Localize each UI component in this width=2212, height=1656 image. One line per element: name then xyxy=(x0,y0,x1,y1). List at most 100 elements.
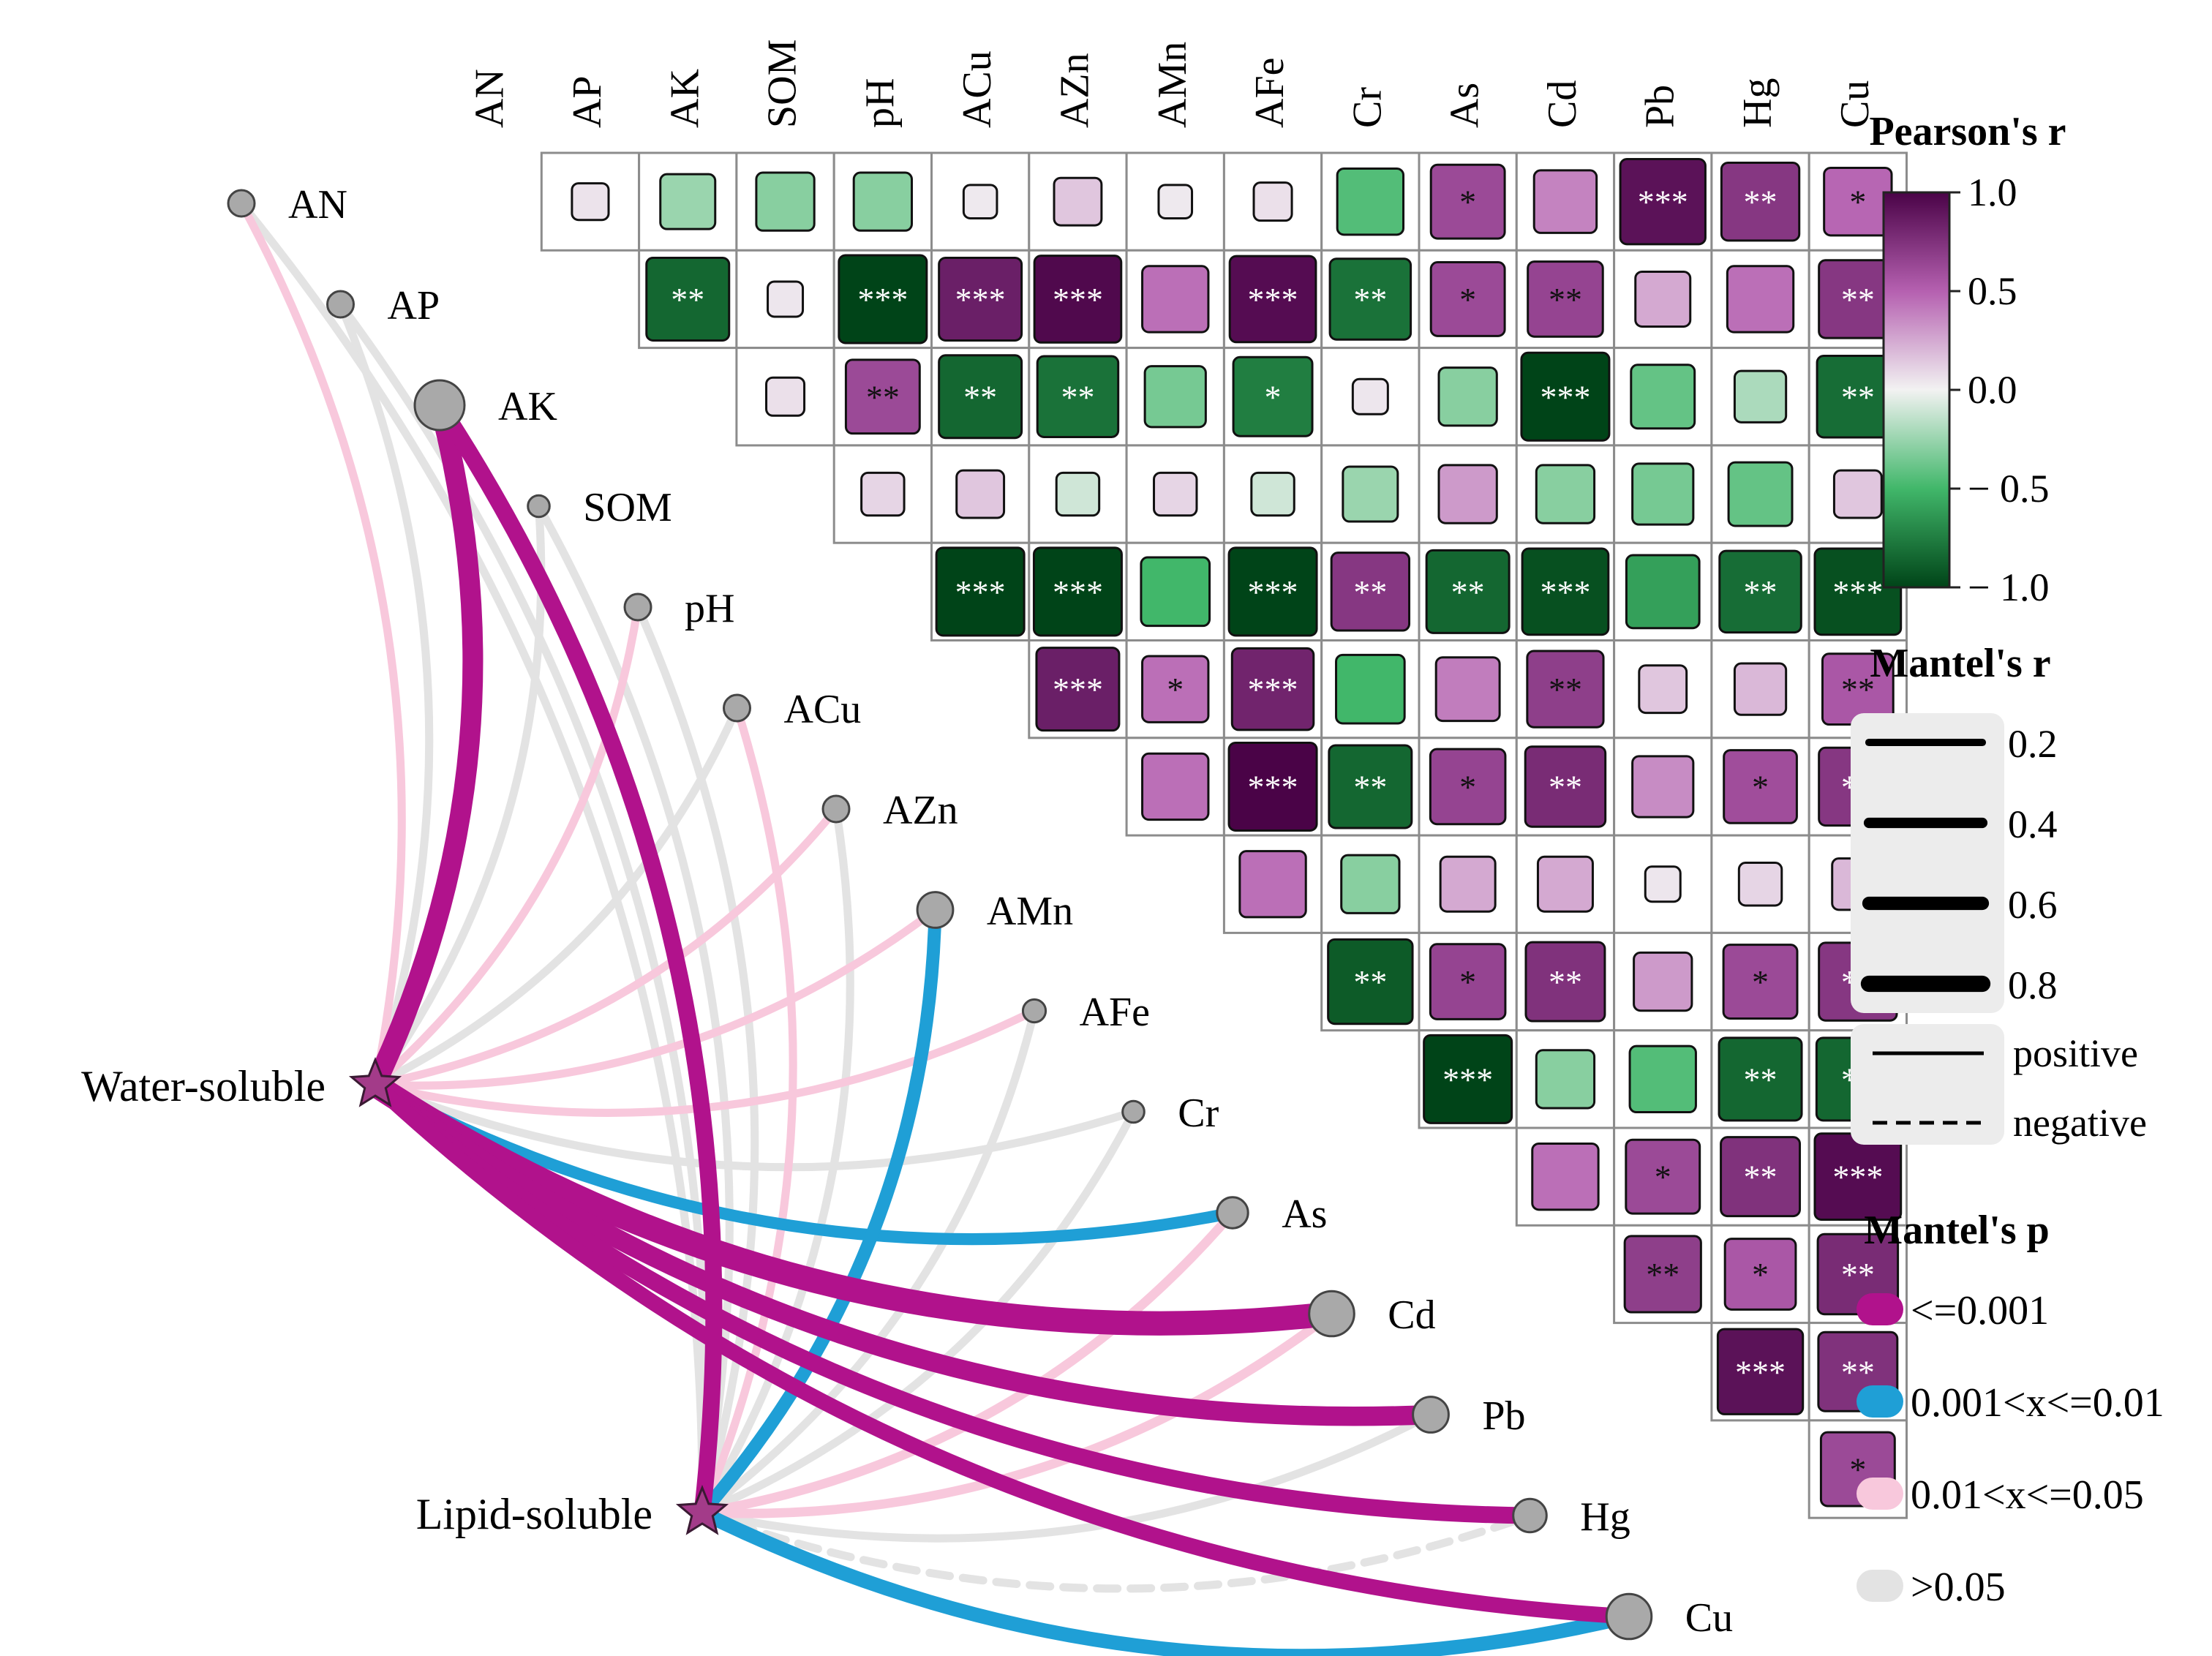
node-pb xyxy=(1412,1396,1450,1434)
corr-square-ak-azn xyxy=(1036,355,1120,438)
corr-square-som-amn xyxy=(1153,471,1198,517)
sig-mark: ** xyxy=(1061,378,1094,415)
corr-square-cr-hg xyxy=(1718,1036,1803,1122)
node-label-ap: AP xyxy=(388,283,440,328)
corr-square-azn-hg xyxy=(1723,749,1798,824)
sig-mark: * xyxy=(1849,1451,1866,1488)
corr-square-an-amn xyxy=(1157,184,1194,219)
corr-square-som-as xyxy=(1437,464,1498,524)
corr-square-ak-afe xyxy=(1232,355,1314,437)
corr-square-ap-hg xyxy=(1726,265,1795,334)
variable-nodes: AN AP AK SOM pH ACu AZn AMn AFe Cr As Cd Pb Hg Cu xyxy=(227,182,1733,1641)
mantel-r-label: 0.6 xyxy=(2008,883,2058,927)
corr-square-as-cd xyxy=(1531,1142,1600,1211)
sig-mark: ** xyxy=(866,378,900,415)
link-lipid-soluble-hg xyxy=(698,1508,1535,1593)
col-label-amn: AMn xyxy=(1150,42,1195,128)
link-lipid-soluble-azn xyxy=(698,805,854,1517)
sig-mark: ** xyxy=(1549,768,1582,805)
link-water-soluble-ph xyxy=(371,603,642,1089)
sig-mark: * xyxy=(1167,671,1184,708)
link-lipid-soluble-cd xyxy=(697,1309,1336,1518)
corr-square-ak-as xyxy=(1437,366,1498,427)
corr-square-som-pb xyxy=(1631,462,1695,526)
sig-mark: ** xyxy=(1646,1256,1679,1293)
colorbar-ticks: 1.0 0.5 0.0 − 0.5 − 1.0 xyxy=(1949,170,2049,609)
col-label-ph: pH xyxy=(857,78,903,128)
corr-square-ap-afe xyxy=(1228,255,1317,344)
mantel-p-title: Mantel's p xyxy=(1864,1208,2050,1253)
corr-square-an-ak xyxy=(659,173,717,230)
corr-square-ak-ph xyxy=(844,358,921,435)
corr-square-afe-hg xyxy=(1722,944,1799,1020)
corr-square-pb-hg xyxy=(1716,1328,1805,1415)
link-lipid-soluble-pb xyxy=(698,1410,1435,1543)
corr-square-amn-hg xyxy=(1737,862,1783,907)
mantel-p-label: <=0.001 xyxy=(1911,1288,2049,1333)
corr-square-acu-cd xyxy=(1526,650,1605,729)
corr-square-acu-hg xyxy=(1733,662,1788,716)
corr-square-acu-amn xyxy=(1141,655,1210,723)
source-label-water-soluble: Water-soluble xyxy=(81,1062,326,1110)
corr-square-cd-hg xyxy=(1723,1238,1797,1311)
cell-an-ak xyxy=(638,151,738,252)
sig-mark: * xyxy=(1752,963,1769,1001)
sig-mark: * xyxy=(1459,963,1476,1001)
corr-square-ap-amn xyxy=(1141,265,1210,334)
corr-square-ph-cd xyxy=(1521,547,1610,636)
sig-mark: ** xyxy=(1841,281,1875,318)
node-label-ak: AK xyxy=(498,384,557,429)
link-lipid-soluble-an xyxy=(237,199,707,1517)
col-label-hg: Hg xyxy=(1735,78,1780,128)
corr-square-azn-amn xyxy=(1141,752,1210,821)
node-azn xyxy=(821,794,851,824)
corr-square-azn-cr xyxy=(1328,744,1413,829)
node-as xyxy=(1216,1196,1249,1230)
source-label-lipid-soluble: Lipid-soluble xyxy=(416,1490,652,1538)
sig-mark: * xyxy=(1752,1256,1769,1293)
mantel-r-label: 0.4 xyxy=(2008,802,2058,846)
corr-square-acu-as xyxy=(1434,656,1501,723)
sig-mark: *** xyxy=(1832,1159,1883,1196)
corr-square-som-hg xyxy=(1727,461,1794,527)
node-ap xyxy=(326,290,355,319)
corr-square-an-azn xyxy=(1053,176,1103,227)
mantel-p-label: 0.01<x<=0.05 xyxy=(1911,1472,2144,1518)
pearson-colorbar: Pearson's r 1.0 0.5 0.0 − 0.5 − 1.0 xyxy=(1869,109,2066,609)
link-water-soluble-pb xyxy=(365,1074,1441,1426)
corr-square-afe-as xyxy=(1429,943,1507,1020)
corr-square-som-cd xyxy=(1535,464,1596,524)
corr-square-som-azn xyxy=(1055,471,1101,517)
sig-mark: * xyxy=(1655,1159,1671,1196)
node-label-cr: Cr xyxy=(1178,1091,1219,1136)
corr-square-ph-amn xyxy=(1140,556,1211,628)
node-som xyxy=(527,494,551,519)
node-label-pb: Pb xyxy=(1482,1393,1525,1439)
corr-square-ap-azn xyxy=(1033,255,1123,344)
corr-square-som-acu xyxy=(955,469,1006,519)
corr-square-an-som xyxy=(755,171,816,232)
link-water-soluble-hg xyxy=(366,1076,1538,1524)
mantel-links xyxy=(237,199,1637,1656)
colorbar-tick-label: 0.5 xyxy=(1968,269,2017,313)
sig-mark: *** xyxy=(955,281,1006,318)
corr-square-azn-pb xyxy=(1631,755,1695,818)
corr-square-an-cr xyxy=(1336,167,1405,236)
link-water-soluble-as xyxy=(369,1078,1239,1246)
mantel-p-label: 0.001<x<=0.01 xyxy=(1911,1380,2164,1426)
node-label-som: SOM xyxy=(583,485,672,530)
corr-square-an-ap xyxy=(571,182,610,222)
corr-square-an-acu xyxy=(962,184,998,219)
col-label-cd: Cd xyxy=(1540,80,1585,128)
corr-square-afe-pb xyxy=(1633,951,1693,1012)
link-water-soluble-ak xyxy=(364,394,484,1096)
col-label-afe: AFe xyxy=(1247,58,1293,128)
link-lipid-soluble-ph xyxy=(633,603,759,1517)
star-lipid-soluble xyxy=(675,1484,729,1535)
corr-square-ak-cd xyxy=(1520,351,1611,442)
corr-square-as-hg xyxy=(1720,1136,1802,1218)
node-ak xyxy=(413,379,466,432)
sig-mark: ** xyxy=(1744,184,1778,221)
sig-mark: *** xyxy=(1053,281,1103,318)
